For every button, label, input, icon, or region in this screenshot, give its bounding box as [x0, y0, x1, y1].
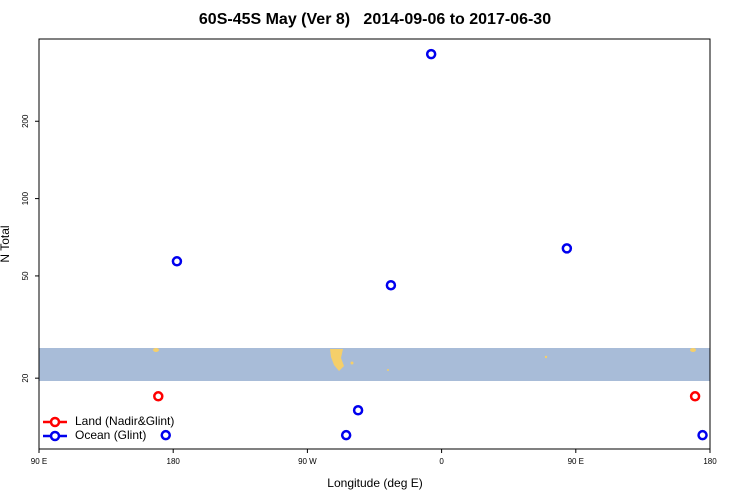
x-tick-label: 180: [167, 457, 181, 466]
x-axis-title: Longitude (deg E): [327, 476, 422, 490]
point: [160, 429, 171, 441]
point: [171, 256, 183, 267]
legend-label: Land (Nadir&Glint): [75, 414, 174, 428]
point: [561, 243, 573, 254]
point: [697, 429, 708, 441]
x-tick-label: 0: [439, 457, 444, 466]
point: [385, 279, 397, 291]
x-tick-label: 90 W: [298, 457, 317, 466]
plot-frame: [38, 38, 711, 450]
point: [352, 405, 364, 416]
legend-label: Ocean (Glint): [75, 428, 146, 442]
legend-marker: [49, 416, 61, 428]
y-tick-label: 200: [21, 114, 30, 128]
point: [425, 48, 437, 60]
x-tick-label: 90 E: [568, 457, 584, 466]
x-tick-label: 180: [703, 457, 717, 466]
legend-marker: [49, 430, 61, 442]
y-axis-title: N Total: [0, 225, 12, 262]
map-strip: [39, 348, 710, 381]
point: [689, 391, 701, 402]
x-tick-label: 90 E: [31, 457, 47, 466]
land-shapes: [153, 348, 696, 371]
y-tick-label: 20: [21, 373, 30, 382]
point: [340, 429, 352, 441]
y-tick-label: 100: [21, 191, 30, 205]
point: [153, 391, 164, 402]
y-tick-label: 50: [21, 271, 30, 280]
chart-title: 60S-45S May (Ver 8) 2014-09-06 to 2017-0…: [199, 11, 551, 28]
